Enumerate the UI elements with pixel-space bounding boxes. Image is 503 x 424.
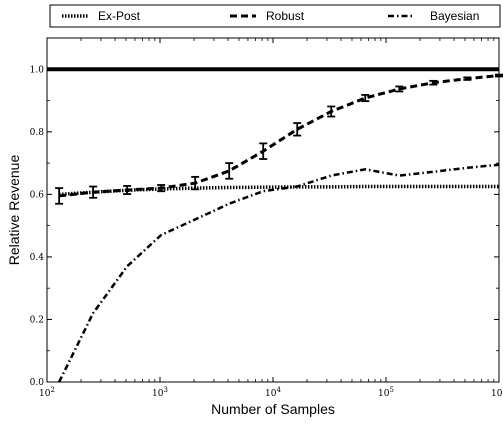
y-tick-label: 0.2	[30, 315, 44, 325]
x-tick-label: 106	[491, 386, 503, 399]
y-tick-label: 0.0	[30, 378, 45, 388]
x-tick-label: 102	[39, 386, 55, 399]
y-tick-label: 0.8	[30, 128, 45, 138]
x-tick-label: 103	[152, 386, 168, 399]
y-axis-title: Relative Revenue	[6, 155, 22, 266]
x-tick-label: 104	[265, 386, 281, 399]
legend-label-ex-post: Ex-Post	[98, 9, 141, 23]
x-tick-label: 105	[378, 386, 394, 399]
x-axis-title: Number of Samples	[211, 401, 335, 417]
plot-area	[46, 37, 500, 383]
legend-label-bayesian: Bayesian	[430, 9, 479, 23]
series-line-bayesian	[57, 163, 500, 383]
series-line-robust	[58, 74, 500, 198]
y-tick-label: 0.4	[30, 253, 45, 263]
legend-frame	[49, 4, 501, 28]
y-tick-label: 1.0	[30, 65, 45, 75]
y-tick-label: 0.6	[30, 190, 45, 200]
legend: Ex-Post Robust Bayesian	[49, 4, 501, 28]
legend-label-robust: Robust	[266, 9, 305, 23]
